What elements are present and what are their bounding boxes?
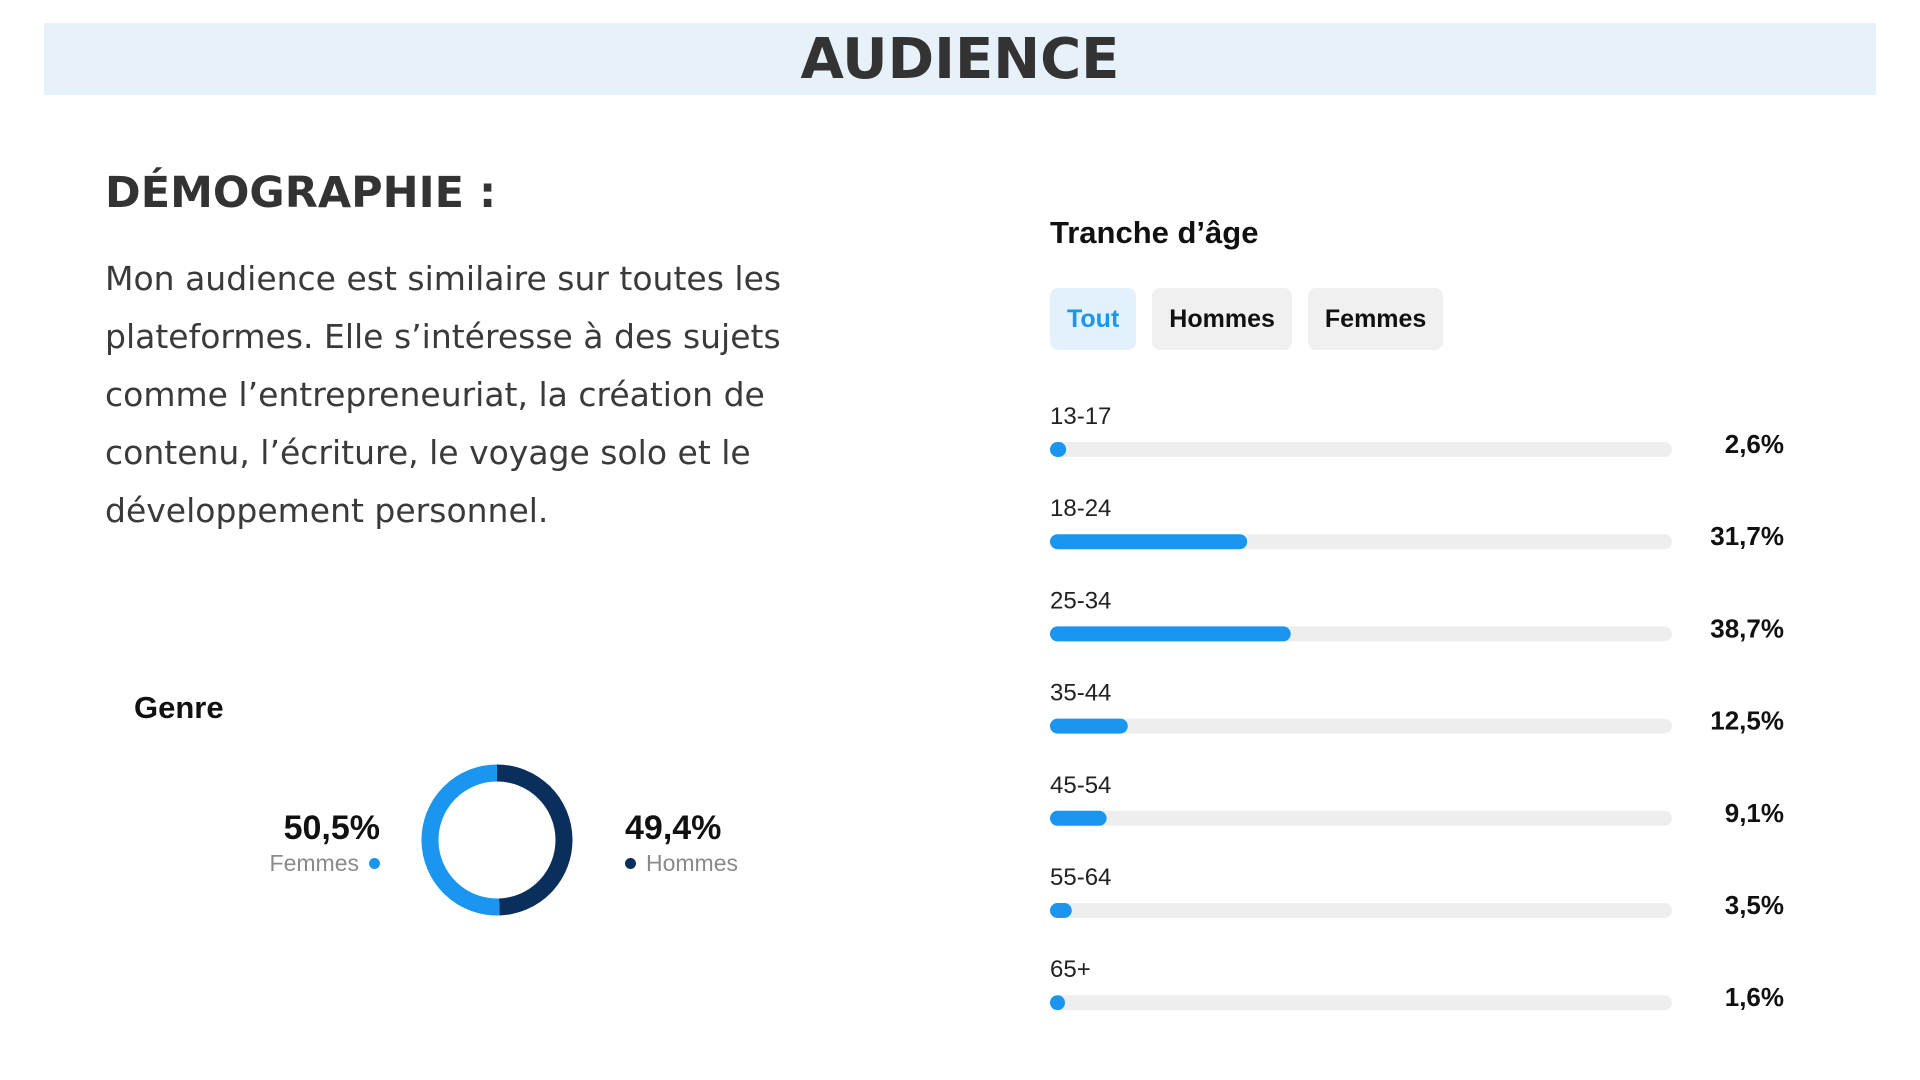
- page-title: AUDIENCE: [800, 26, 1120, 92]
- age-bar: [1050, 995, 1065, 1011]
- age-value-label: 3,5%: [1725, 890, 1784, 920]
- hommes-value: 49,4%: [625, 809, 722, 847]
- age-category-label: 45-54: [1050, 772, 1111, 799]
- age-bar: [1050, 442, 1067, 457]
- gender-chart-title: Genre: [134, 690, 224, 725]
- tab-femmes[interactable]: Femmes: [1307, 288, 1444, 350]
- femmes-stat: 50,5% Femmes: [250, 808, 380, 878]
- age-bar-chart: 13-17 2,6% 18-24 31,7% 25-34 38,7% 35-44 12,5% 4…: [1050, 403, 1784, 1012]
- age-category-label: 55-64: [1050, 864, 1111, 891]
- age-value-label: 9,1%: [1725, 798, 1784, 828]
- age-chart-title: Tranche d’âge: [1050, 215, 1259, 250]
- age-bar: [1050, 718, 1128, 734]
- age-bar-track: [1050, 810, 1672, 826]
- age-bar-track: [1050, 442, 1672, 457]
- demographics-description: Mon audience est similaire sur toutes le…: [105, 259, 782, 530]
- gender-donut-chart: [421, 764, 573, 916]
- donut-slice-femmes: [421, 764, 500, 916]
- age-category-label: 25-34: [1050, 587, 1111, 614]
- age-category-label: 18-24: [1050, 495, 1111, 522]
- age-filter-tabs: Tout Hommes Femmes: [1050, 288, 1444, 350]
- title-band: AUDIENCE: [44, 23, 1876, 95]
- hommes-legend: Hommes: [625, 848, 738, 878]
- age-category-label: 13-17: [1050, 403, 1111, 430]
- hommes-legend-dot: [625, 857, 636, 869]
- age-category-label: 35-44: [1050, 680, 1111, 707]
- age-value-label: 12,5%: [1710, 706, 1784, 736]
- age-bar: [1050, 810, 1107, 826]
- demographics-heading: DÉMOGRAPHIE :: [105, 168, 497, 218]
- tab-hommes[interactable]: Hommes: [1152, 288, 1292, 350]
- age-value-label: 31,7%: [1710, 521, 1784, 551]
- femmes-label: Femmes: [269, 850, 359, 876]
- age-value-label: 2,6%: [1725, 429, 1784, 459]
- femmes-legend: Femmes: [270, 848, 380, 878]
- age-bar: [1050, 903, 1072, 918]
- hommes-label: Hommes: [646, 850, 739, 876]
- age-bar-track: [1050, 718, 1672, 734]
- hommes-stat: 49,4% Hommes: [625, 808, 785, 878]
- age-bar: [1050, 626, 1291, 642]
- age-category-label: 65+: [1050, 956, 1091, 983]
- femmes-legend-dot: [369, 857, 380, 869]
- age-value-label: 38,7%: [1710, 613, 1784, 643]
- donut-slice-hommes: [496, 764, 573, 916]
- femmes-value: 50,5%: [283, 809, 380, 847]
- age-bar-track: [1050, 903, 1672, 918]
- age-bar-track: [1050, 995, 1672, 1011]
- age-value-label: 1,6%: [1725, 982, 1784, 1012]
- tab-tout[interactable]: Tout: [1050, 288, 1137, 350]
- age-bar: [1050, 534, 1248, 550]
